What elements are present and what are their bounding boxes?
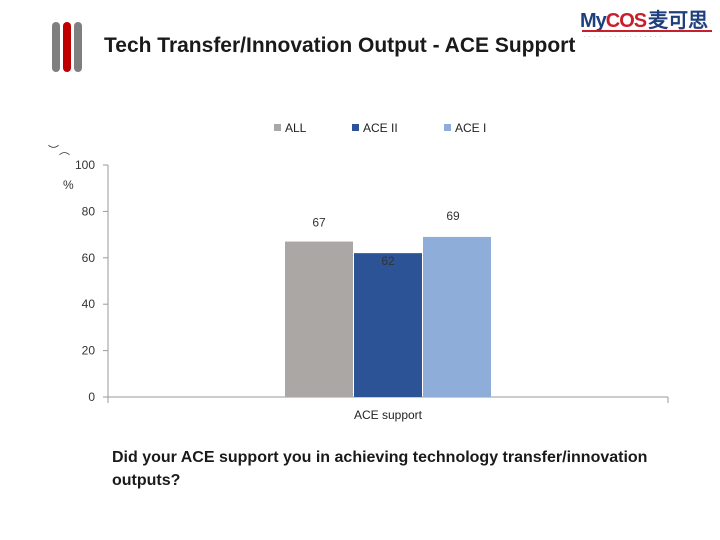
- legend-swatch-ace-i: [444, 124, 451, 132]
- bar-ace-ii: [354, 253, 422, 397]
- y-tick-label: 0: [88, 390, 95, 404]
- y-tick-label: 40: [82, 297, 96, 311]
- legend-label-ace-ii: ACE II: [363, 121, 398, 135]
- logo-brand-cn: 麦可思: [648, 10, 709, 32]
- logo-brand-my: My: [580, 10, 607, 32]
- data-label: 67: [312, 216, 326, 230]
- y-axis-unit-glyph: ︶︵: [48, 145, 70, 157]
- legend-item-all: ALL: [274, 121, 306, 135]
- legend-item-ace-ii: ACE II: [352, 121, 398, 135]
- mycos-logo: MyCOS 麦可思 · · · · · · · · · · · · · · · ·: [580, 4, 720, 44]
- survey-question: Did your ACE support you in achieving te…: [112, 449, 648, 489]
- decorative-bars-icon: [52, 22, 82, 72]
- page-title: Tech Transfer/Innovation Output - ACE Su…: [104, 34, 576, 57]
- legend-label-all: ALL: [285, 121, 307, 135]
- legend-swatch-all: [274, 124, 281, 132]
- y-axis-label: %: [63, 178, 74, 192]
- y-tick-label: 100: [75, 158, 95, 172]
- y-tick-label: 80: [82, 204, 96, 218]
- y-tick-label: 20: [82, 344, 96, 358]
- data-label: 69: [446, 209, 460, 223]
- logo-tagline-dots: · · · · · · · · · · · · · · · ·: [584, 34, 663, 40]
- legend-swatch-ace-ii: [352, 124, 359, 132]
- legend-item-ace-i: ACE I: [444, 121, 486, 135]
- logo-brand-cos: COS: [605, 10, 647, 32]
- x-category-label: ACE support: [354, 408, 423, 422]
- bar-all: [285, 241, 353, 397]
- chart-legend: ALL ACE II ACE I: [0, 121, 720, 137]
- y-tick-label: 60: [82, 251, 96, 265]
- data-label: 62: [381, 254, 395, 268]
- logo-underline: [582, 30, 712, 32]
- bar-ace-i: [423, 236, 491, 397]
- legend-label-ace-i: ACE I: [455, 121, 487, 135]
